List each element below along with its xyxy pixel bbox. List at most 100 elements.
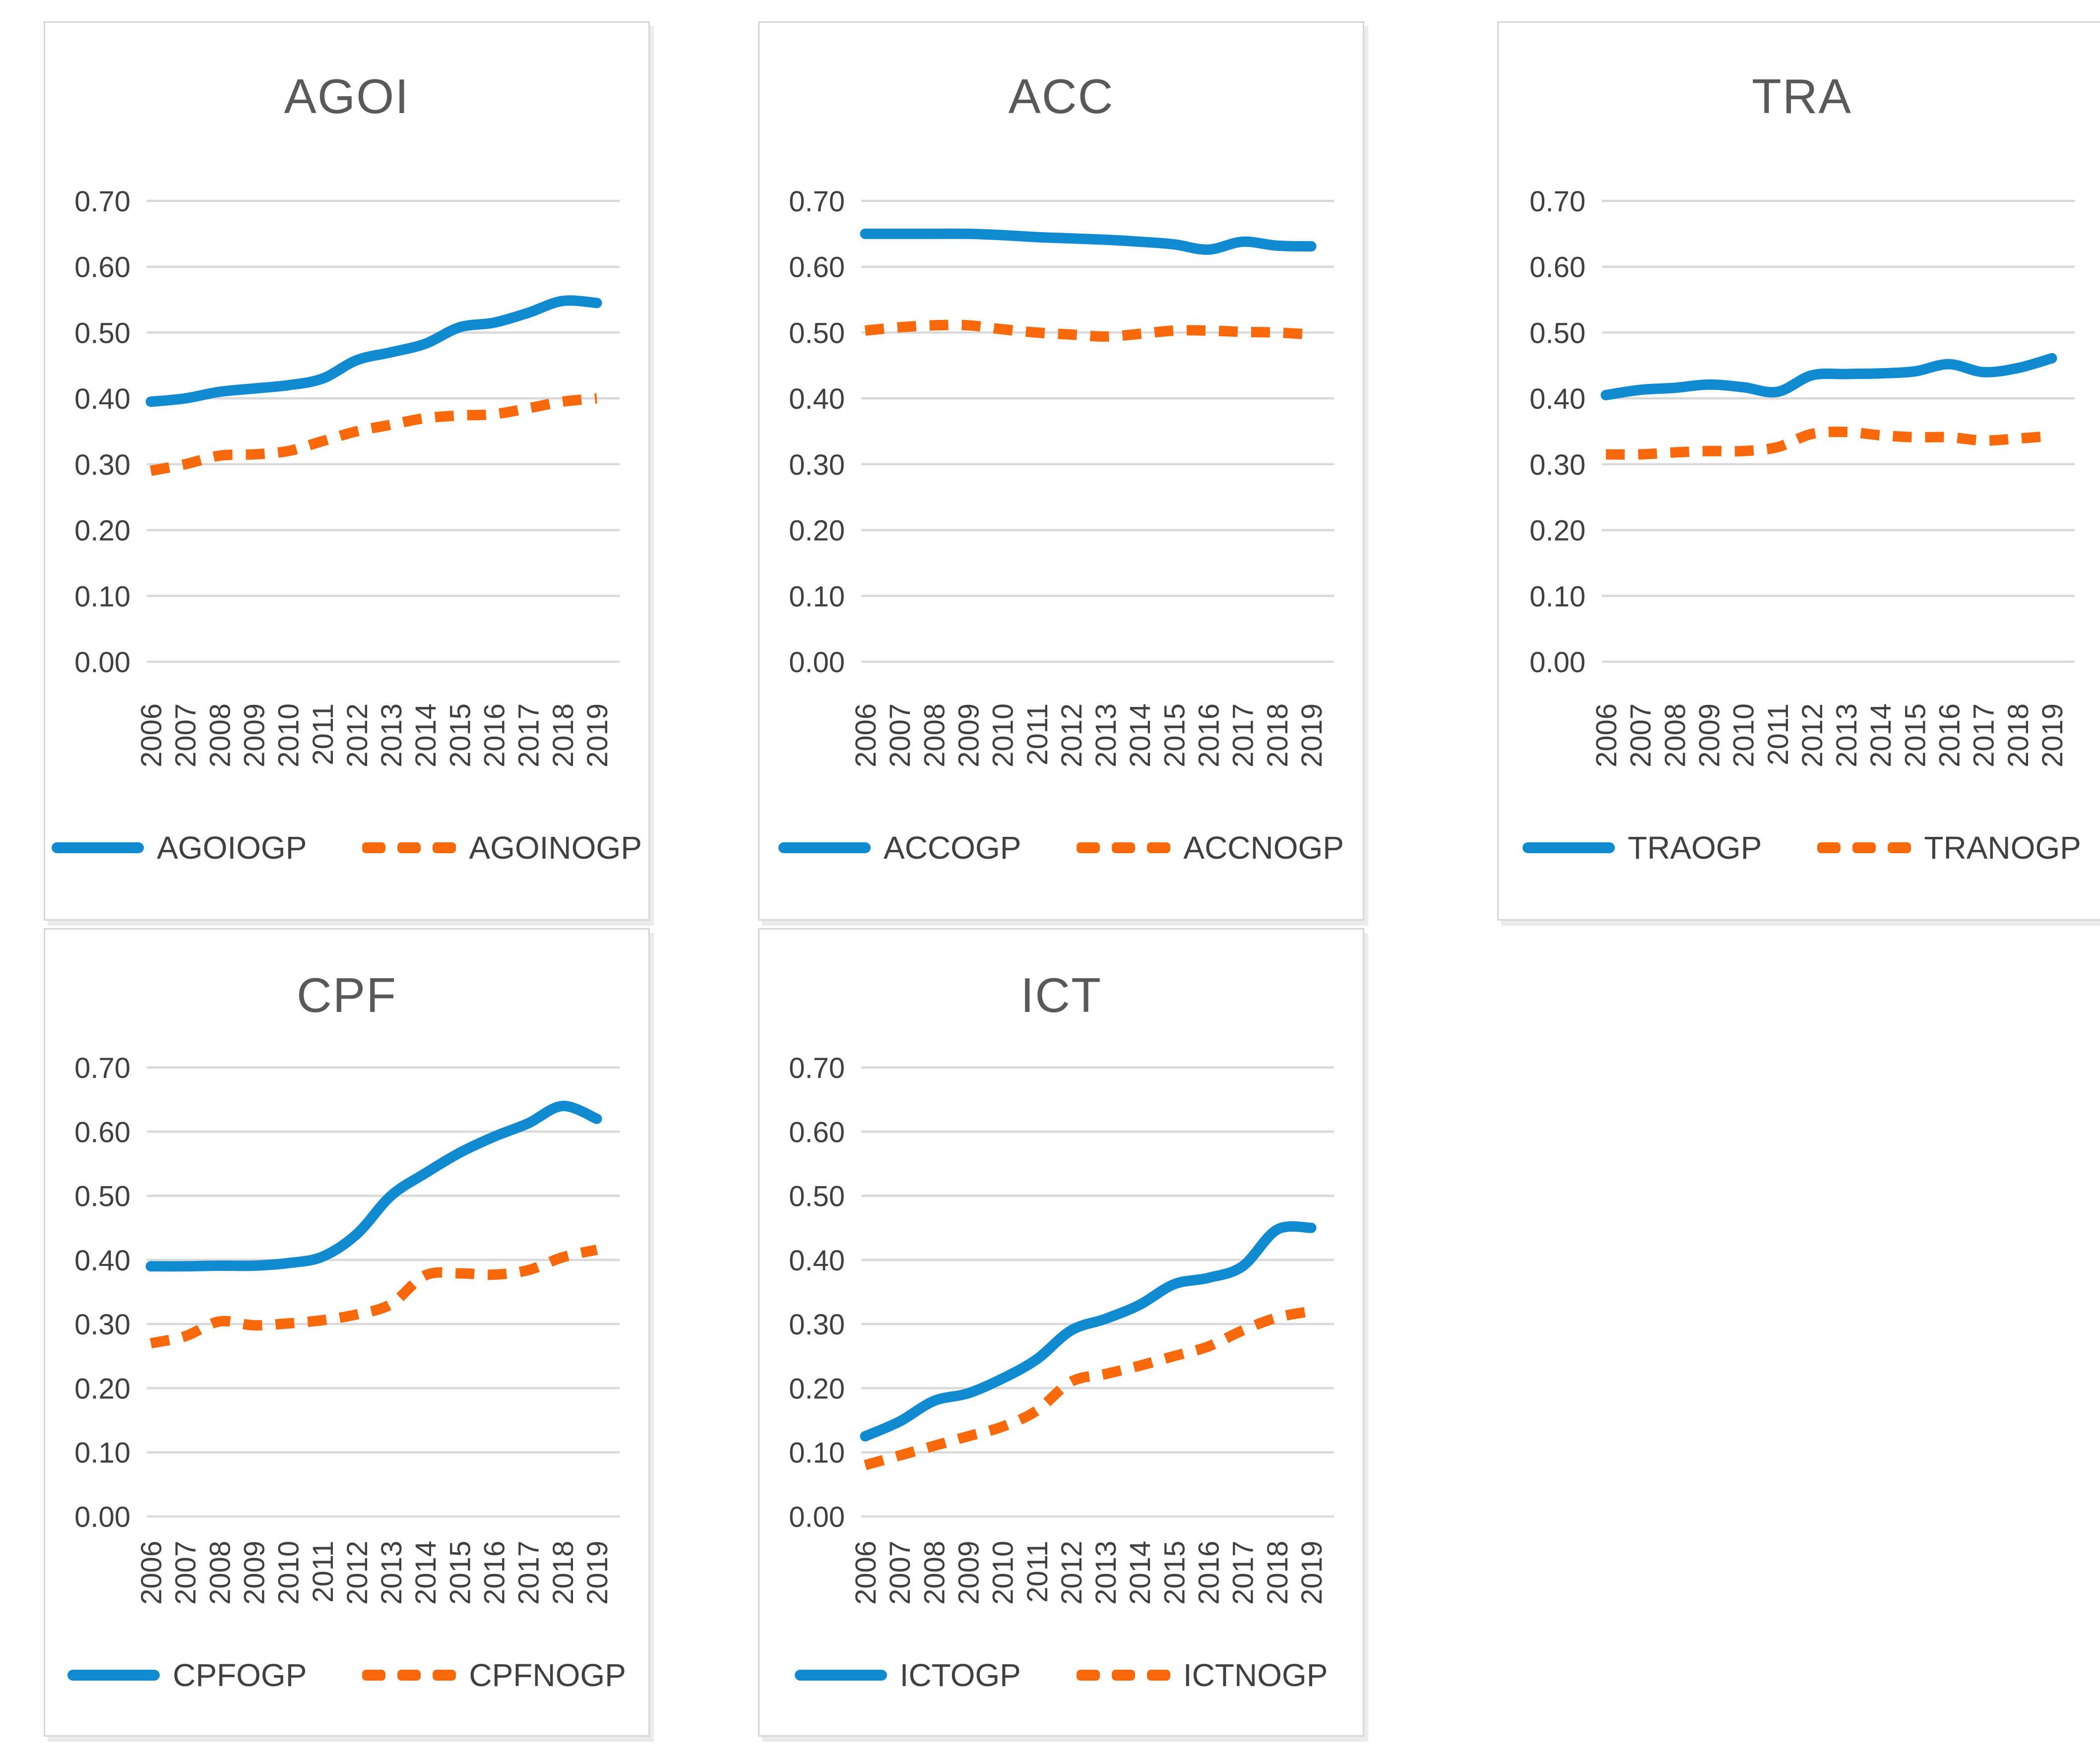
x-tick-label: 2006 — [850, 1541, 882, 1605]
dashed-line-swatch — [362, 842, 456, 853]
x-tick-label: 2015 — [444, 703, 476, 767]
y-tick-label: 0.00 — [74, 646, 130, 679]
y-tick-label: 0.60 — [74, 251, 130, 284]
series-line-ICTOGP — [860, 1221, 1317, 1442]
dashed-line-swatch — [1076, 1670, 1170, 1681]
y-tick-label: 0.30 — [74, 1309, 130, 1341]
legend-label: ACCOGP — [884, 830, 1021, 866]
ict-legend: ICTOGP ICTNOGP — [760, 1648, 1363, 1702]
x-tick-label: 2011 — [1021, 1541, 1054, 1603]
y-tick-label: 0.60 — [789, 1116, 845, 1148]
y-tick-label: 0.40 — [74, 383, 130, 415]
legend-entry: CPFOGP — [67, 1657, 307, 1694]
chart-card-ict: ICT 0.00 0.10 0.20 0.30 0.40 0.50 0.60 0.70 2006… — [758, 928, 1364, 1737]
x-tick-label: 2017 — [1227, 703, 1260, 767]
series-line-TRANOGP — [1605, 427, 2052, 460]
x-tick-label: 2014 — [1124, 1541, 1156, 1605]
dashed-line-swatch — [1817, 842, 1911, 853]
legend-entry: TRAOGP — [1523, 829, 1762, 866]
x-tick-label: 2006 — [135, 1541, 168, 1605]
x-tick-label: 2016 — [1193, 703, 1225, 767]
chart-card-acc: ACC 0.00 0.10 0.20 0.30 0.40 0.50 0.60 0.70 2006… — [758, 21, 1364, 921]
legend-label: ICTOGP — [899, 1657, 1021, 1693]
x-tick-label: 2011 — [1762, 703, 1794, 765]
x-tick-label: 2008 — [1659, 703, 1691, 767]
x-tick-label: 2007 — [884, 703, 916, 767]
legend-label: TRAOGP — [1628, 830, 1762, 866]
x-tick-label: 2012 — [1056, 1541, 1088, 1605]
x-tick-label: 2014 — [1124, 703, 1156, 767]
y-tick-label: 0.20 — [1529, 515, 1586, 547]
y-tick-label: 0.50 — [789, 317, 845, 349]
x-tick-label: 2016 — [479, 703, 511, 767]
x-tick-label: 2019 — [581, 703, 614, 767]
y-tick-label: 0.60 — [1529, 251, 1586, 284]
legend-entry: ACCNOGP — [1077, 829, 1344, 866]
y-tick-label: 0.00 — [1529, 646, 1586, 679]
x-tick-label: 2008 — [204, 703, 236, 767]
solid-line-swatch — [52, 842, 144, 853]
x-tick-label: 2017 — [513, 1541, 545, 1605]
x-tick-label: 2014 — [410, 703, 442, 767]
legend-label: ICTNOGP — [1183, 1657, 1328, 1693]
y-tick-label: 0.50 — [1529, 317, 1586, 349]
series-line-CPFNOGP — [149, 1244, 598, 1349]
x-tick-label: 2015 — [1158, 1541, 1191, 1605]
y-tick-label: 0.60 — [789, 251, 845, 284]
x-tick-label: 2006 — [135, 703, 168, 767]
legend-entry: TRANOGP — [1817, 829, 2081, 866]
y-tick-label: 0.10 — [1529, 580, 1586, 613]
y-tick-label: 0.30 — [1529, 449, 1586, 481]
y-tick-label: 0.40 — [74, 1245, 130, 1277]
x-tick-label: 2018 — [1262, 703, 1294, 767]
x-tick-label: 2018 — [547, 1541, 579, 1605]
legend-entry: ACCOGP — [778, 829, 1021, 866]
x-tick-label: 2013 — [376, 1541, 408, 1605]
legend-entry: ICTNOGP — [1076, 1657, 1328, 1694]
series-line-ICTNOGP — [864, 1306, 1312, 1470]
x-tick-label: 2019 — [581, 1541, 614, 1605]
cpf-legend: CPFOGP CPFNOGP — [45, 1648, 648, 1702]
x-tick-label: 2012 — [341, 703, 374, 767]
legend-label: CPFOGP — [173, 1657, 307, 1693]
chart-card-agoi: AGOI 0.00 0.10 0.20 0.30 0.40 0.50 0.60 0.70 200… — [44, 21, 650, 921]
x-tick-label: 2014 — [410, 1541, 442, 1605]
x-tick-label: 2016 — [1934, 703, 1966, 767]
x-tick-label: 2008 — [918, 703, 951, 767]
series-line-ACCNOGP — [864, 319, 1312, 342]
x-tick-label: 2010 — [1728, 703, 1760, 767]
y-tick-label: 0.20 — [789, 515, 845, 547]
x-tick-label: 2008 — [918, 1541, 951, 1605]
x-tick-label: 2008 — [204, 1541, 236, 1605]
y-tick-label: 0.40 — [789, 383, 845, 415]
legend-entry: AGOIOGP — [52, 829, 307, 866]
legend-entry: CPFNOGP — [362, 1657, 626, 1694]
x-tick-label: 2006 — [1591, 703, 1623, 767]
series-line-AGOIOGP — [145, 295, 602, 407]
series-line-CPFOGP — [145, 1101, 602, 1272]
chart-card-tra: TRA 0.00 0.10 0.20 0.30 0.40 0.50 0.60 0.70 2006… — [1497, 21, 2100, 921]
y-tick-label: 0.70 — [74, 186, 130, 218]
agoi-legend: AGOIOGP AGOINOGP — [45, 820, 648, 875]
agoi-plot-area: 0.00 0.10 0.20 0.30 0.40 0.50 0.60 0.70 2006 2007… — [74, 186, 620, 767]
legend-label: TRANOGP — [1924, 830, 2081, 866]
x-tick-label: 2011 — [307, 703, 339, 765]
y-tick-label: 0.40 — [1529, 383, 1586, 415]
x-tick-label: 2017 — [513, 703, 545, 767]
y-tick-label: 0.10 — [74, 580, 130, 613]
ict-plot-area: 0.00 0.10 0.20 0.30 0.40 0.50 0.60 0.70 2006 2007… — [789, 1052, 1334, 1605]
legend-label: AGOIOGP — [157, 830, 307, 866]
y-tick-label: 0.20 — [789, 1373, 845, 1405]
x-tick-label: 2010 — [987, 703, 1019, 767]
series-line-ACCOGP — [860, 228, 1317, 255]
x-tick-label: 2019 — [2036, 703, 2069, 767]
x-tick-label: 2018 — [2002, 703, 2035, 767]
legend-label: AGOINOGP — [469, 830, 642, 866]
y-tick-label: 0.50 — [74, 1181, 130, 1213]
x-tick-label: 2009 — [238, 703, 270, 767]
x-tick-label: 2007 — [884, 1541, 916, 1605]
x-tick-label: 2019 — [1296, 703, 1328, 767]
y-tick-label: 0.00 — [789, 646, 845, 679]
x-tick-label: 2016 — [1193, 1541, 1225, 1605]
x-tick-label: 2013 — [1090, 1541, 1122, 1605]
